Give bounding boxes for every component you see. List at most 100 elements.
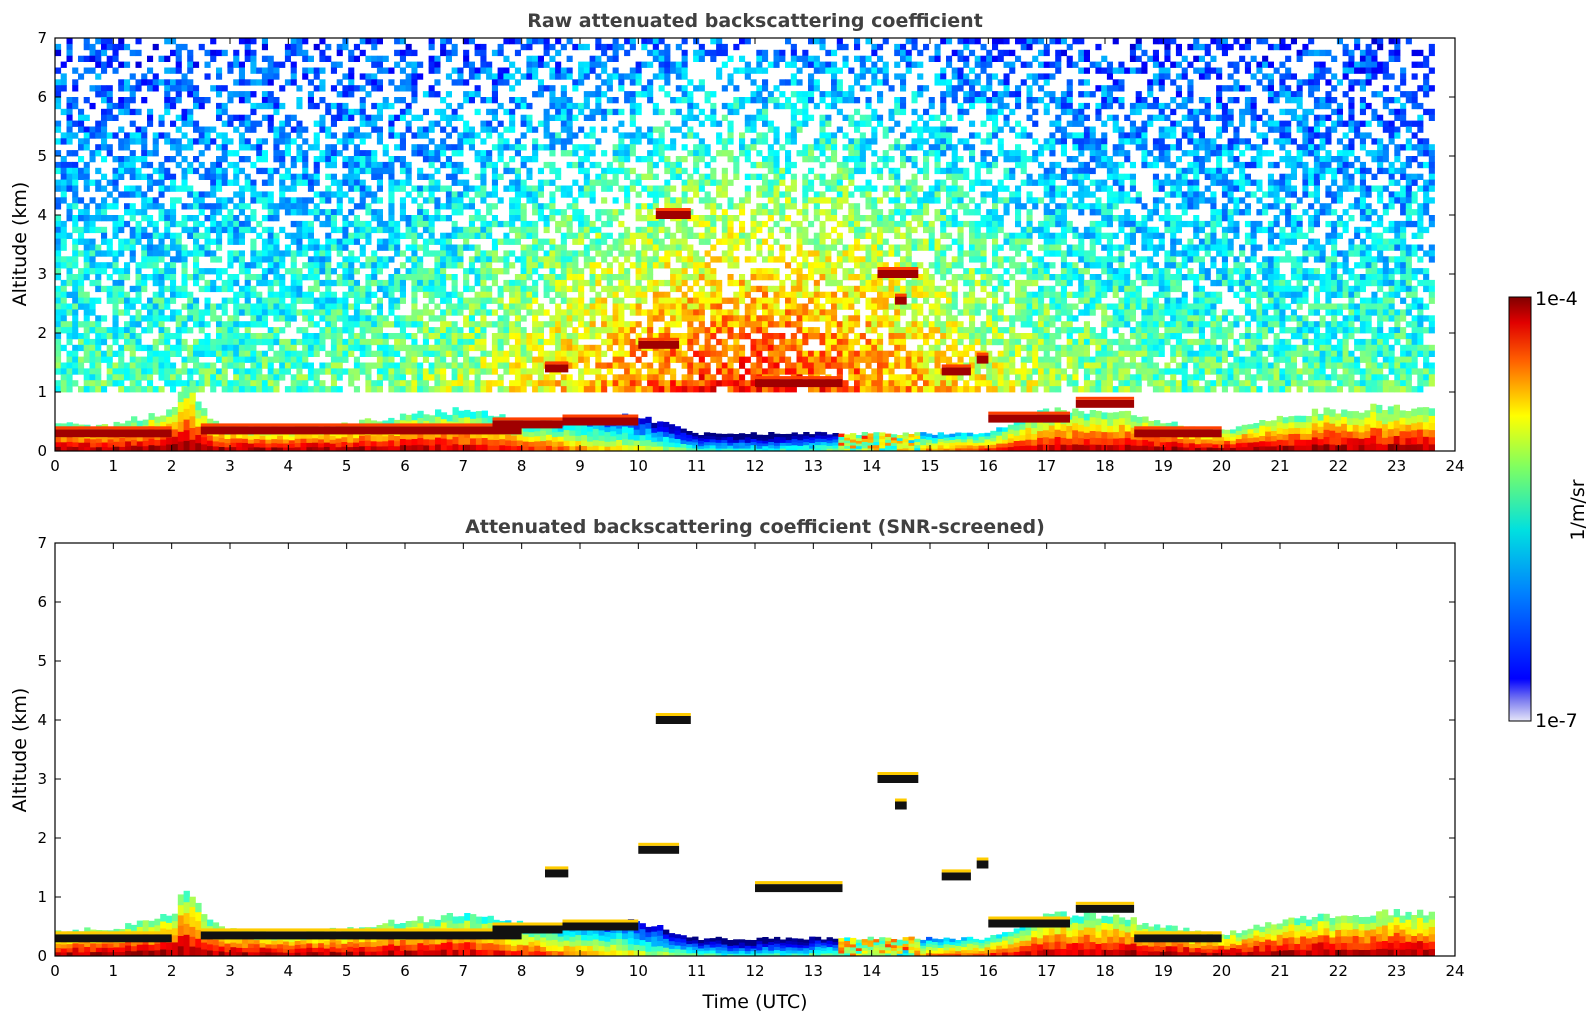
noise-cell <box>193 321 200 328</box>
noise-cell <box>549 315 556 322</box>
noise-cell <box>411 73 418 80</box>
noise-cell <box>785 150 792 157</box>
noise-cell <box>635 209 642 216</box>
noise-cell <box>440 380 447 387</box>
noise-cell <box>440 297 447 304</box>
noise-cell <box>445 274 452 281</box>
noise-cell <box>595 380 602 387</box>
noise-cell <box>284 150 291 157</box>
noise-cell <box>687 132 694 139</box>
noise-cell <box>290 356 297 363</box>
noise-cell <box>480 297 487 304</box>
noise-cell <box>635 191 642 198</box>
noise-cell <box>480 185 487 192</box>
noise-cell <box>216 167 223 175</box>
noise-cell <box>112 279 119 287</box>
noise-cell <box>434 215 441 222</box>
noise-cell <box>463 61 470 68</box>
noise-cell <box>417 256 424 263</box>
noise-cell <box>181 356 188 363</box>
noise-cell <box>244 215 251 222</box>
noise-cell <box>302 356 309 363</box>
noise-cell <box>687 126 694 133</box>
noise-cell <box>785 203 792 210</box>
noise-cell <box>635 91 642 98</box>
noise-cell <box>250 102 257 110</box>
noise-cell <box>365 321 372 328</box>
noise-cell <box>785 315 792 322</box>
noise-cell <box>434 150 441 157</box>
noise-cell <box>388 297 395 304</box>
noise-cell <box>273 108 280 116</box>
noise-cell <box>60 315 67 322</box>
noise-cell <box>330 362 337 369</box>
noise-cell <box>124 43 131 51</box>
noise-cell <box>595 73 602 80</box>
noise-cell <box>710 256 717 263</box>
noise-cell <box>399 338 406 346</box>
noise-cell <box>238 97 245 104</box>
noise-cell <box>618 297 625 304</box>
noise-cell <box>95 386 102 393</box>
noise-cell <box>612 49 619 57</box>
noise-cell <box>733 167 740 175</box>
noise-cell <box>785 191 792 198</box>
noise-cell <box>221 138 228 145</box>
noise-cell <box>60 244 67 251</box>
noise-cell <box>698 362 705 369</box>
noise-cell <box>261 315 268 322</box>
noise-cell <box>572 43 579 51</box>
noise-cell <box>595 85 602 92</box>
noise-cell <box>434 374 441 381</box>
noise-cell <box>204 303 211 310</box>
noise-cell <box>238 185 245 192</box>
noise-cell <box>371 315 378 322</box>
noise-cell <box>543 350 550 357</box>
noise-cell <box>238 156 245 163</box>
noise-cell <box>733 97 740 104</box>
noise-cell <box>808 309 815 316</box>
noise-cell <box>112 297 119 304</box>
noise-cell <box>129 132 136 139</box>
noise-cell <box>543 374 550 381</box>
noise-cell <box>83 55 90 62</box>
noise-cell <box>750 173 757 180</box>
noise-cell <box>618 303 625 310</box>
noise-cell <box>89 268 96 275</box>
noise-cell <box>118 244 125 251</box>
noise-cell <box>417 150 424 157</box>
noise-cell <box>250 350 257 357</box>
noise-cell <box>727 150 734 157</box>
noise-cell <box>560 279 567 287</box>
noise-cell <box>66 43 73 51</box>
noise-cell <box>664 156 671 163</box>
noise-cell <box>652 203 659 210</box>
noise-cell <box>158 356 165 363</box>
noise-cell <box>606 279 613 287</box>
noise-cell <box>279 297 286 304</box>
noise-cell <box>445 256 452 263</box>
noise-cell <box>353 55 360 62</box>
noise-cell <box>560 108 567 116</box>
noise-cell <box>434 185 441 192</box>
noise-cell <box>152 262 159 269</box>
noise-cell <box>509 297 516 304</box>
noise-cell <box>606 43 613 51</box>
noise-cell <box>652 368 659 375</box>
noise-cell <box>279 185 286 192</box>
noise-cell <box>78 333 85 340</box>
noise-cell <box>147 185 154 192</box>
noise-cell <box>635 156 642 163</box>
noise-cell <box>256 350 263 357</box>
noise-cell <box>474 327 481 334</box>
noise-cell <box>578 126 585 133</box>
noise-cell <box>785 291 792 298</box>
noise-cell <box>750 67 757 74</box>
noise-cell <box>319 333 326 340</box>
noise-cell <box>428 185 435 192</box>
noise-cell <box>244 321 251 328</box>
noise-cell <box>618 85 625 92</box>
noise-cell <box>313 297 320 304</box>
noise-cell <box>106 274 113 281</box>
noise-cell <box>664 61 671 68</box>
